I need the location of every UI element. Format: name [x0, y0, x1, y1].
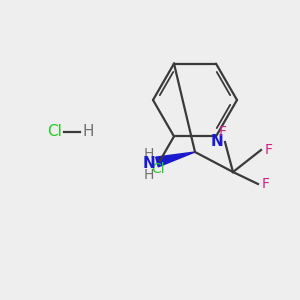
Text: H: H: [144, 168, 154, 182]
Text: Cl: Cl: [151, 162, 165, 176]
Text: H: H: [144, 147, 154, 161]
Text: N: N: [211, 134, 224, 149]
Text: F: F: [262, 177, 270, 191]
Polygon shape: [156, 152, 195, 167]
Text: N: N: [142, 157, 155, 172]
Text: F: F: [219, 125, 227, 139]
Text: H: H: [82, 124, 94, 140]
Text: Cl: Cl: [47, 124, 62, 140]
Text: F: F: [265, 143, 273, 157]
